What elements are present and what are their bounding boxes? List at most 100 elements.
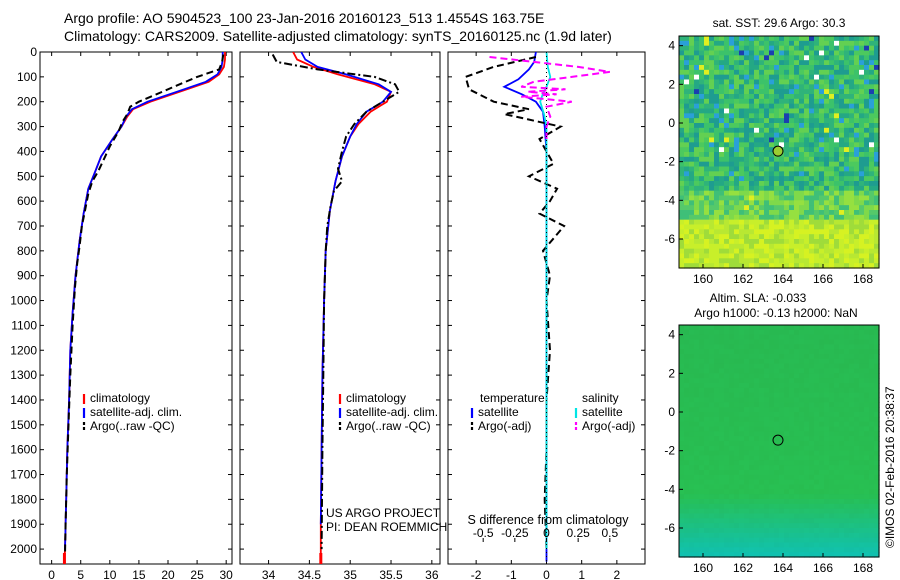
sla-map-cell xyxy=(739,373,745,379)
sst-map-cell xyxy=(744,239,750,245)
sla-map-cell xyxy=(729,523,735,529)
sla-map-cell xyxy=(759,416,765,423)
sla-map-cell xyxy=(794,397,800,403)
sst-map-cell xyxy=(699,258,705,264)
sst-map-cell xyxy=(749,171,755,177)
sst-map-cell xyxy=(829,166,835,172)
sst-map-cell xyxy=(699,229,705,235)
sla-map-cell xyxy=(684,445,690,452)
sla-map-cell xyxy=(724,392,730,399)
sst-map-cell xyxy=(759,166,765,172)
sst-map-cell xyxy=(844,258,850,264)
temperature-profile-xtick-label: 10 xyxy=(103,568,117,580)
sla-map-cell xyxy=(684,513,690,519)
sst-map-cell xyxy=(689,253,695,259)
sla-map-cell xyxy=(684,460,690,466)
sst-map-cell xyxy=(759,185,765,192)
sla-map-cell xyxy=(819,349,825,355)
sla-map-cell xyxy=(689,407,695,413)
sst-map-cell xyxy=(824,263,830,269)
sla-map-cell xyxy=(849,528,855,534)
sla-map-cell xyxy=(719,383,725,389)
sla-map-cell xyxy=(679,450,685,457)
sst-map-cell xyxy=(824,60,830,66)
sla-map-cell xyxy=(714,383,720,389)
sla-map-cell xyxy=(759,354,765,360)
sst-map-cell xyxy=(714,79,720,85)
sla-map-cell xyxy=(874,542,880,548)
sla-map-cell xyxy=(864,532,870,539)
sla-map-ytick-label: 2 xyxy=(668,366,675,380)
sla-map-cell xyxy=(784,431,790,437)
sla-map-cell xyxy=(799,499,805,505)
sst-map-cell xyxy=(744,79,750,85)
sla-map-cell xyxy=(744,349,750,355)
sla-map-cell xyxy=(739,397,745,403)
sla-map-cell xyxy=(804,508,810,515)
sla-map-cell xyxy=(839,518,845,524)
sst-map-cell xyxy=(764,36,770,42)
sla-map-cell xyxy=(764,416,770,423)
sla-map-cell xyxy=(849,368,855,374)
sst-map-cell xyxy=(679,60,685,66)
sst-map-cell xyxy=(744,181,750,187)
sla-map-cell xyxy=(724,368,730,374)
sst-map-cell xyxy=(794,161,800,168)
sla-map-cell xyxy=(769,378,775,384)
sla-map-cell xyxy=(849,402,855,408)
sst-map-cell xyxy=(744,69,750,76)
sst-map-cell xyxy=(714,253,720,259)
sst-map-cell xyxy=(749,166,755,172)
sla-map-cell xyxy=(764,354,770,360)
sst-map-cell xyxy=(859,248,865,255)
sst-map-cell xyxy=(839,79,845,85)
sla-map-cell xyxy=(839,421,845,428)
sst-map-cell xyxy=(764,127,770,134)
sla-map-cell xyxy=(814,484,820,490)
sst-map-cell xyxy=(849,195,855,201)
sst-map-cell xyxy=(679,156,685,163)
sst-map-cell xyxy=(784,45,790,52)
sst-map-cell xyxy=(709,60,715,66)
sst-map-cell xyxy=(734,79,740,85)
sst-map-cell xyxy=(689,161,695,168)
sst-map-cell xyxy=(799,248,805,255)
sst-map-cell xyxy=(704,185,710,192)
sla-map-cell xyxy=(714,465,720,471)
sla-map-ytick-label: -4 xyxy=(664,482,675,496)
sla-map-cell xyxy=(729,542,735,548)
sst-map-cell xyxy=(799,89,805,95)
sst-map-cell xyxy=(814,137,820,143)
sla-map-cell xyxy=(719,479,725,486)
sst-map-cell xyxy=(829,36,835,42)
sst-map-cell xyxy=(859,147,865,153)
sst-map-cell xyxy=(774,60,780,66)
sla-map-cell xyxy=(679,547,685,553)
sst-map-cell xyxy=(739,36,745,42)
sst-map-cell xyxy=(764,176,770,182)
sla-map-cell xyxy=(719,426,725,432)
sst-map-cell xyxy=(834,55,840,61)
sla-map-cell xyxy=(694,460,700,466)
sla-map-cell xyxy=(689,532,695,539)
sst-map-cell xyxy=(764,108,770,114)
sst-map-cell xyxy=(814,200,820,206)
sla-map-cell xyxy=(829,460,835,466)
sst-map-cell xyxy=(844,195,850,201)
sst-map-cell xyxy=(739,205,745,211)
sst-map-cell xyxy=(719,94,725,100)
sst-map-cell xyxy=(859,234,865,240)
sst-map-cell xyxy=(679,166,685,172)
sla-map-cell xyxy=(799,460,805,466)
sst-map-cell xyxy=(794,60,800,66)
sst-map-cell xyxy=(714,219,720,226)
sla-map-cell xyxy=(769,368,775,374)
sst-map-cell xyxy=(764,74,770,81)
sst-map-cell xyxy=(699,147,705,153)
sst-map-cell xyxy=(729,176,735,182)
sla-map-cell xyxy=(849,523,855,529)
sla-map-cell xyxy=(774,397,780,403)
sla-map-cell xyxy=(844,354,850,360)
sla-map-cell xyxy=(844,344,850,350)
sla-map-cell xyxy=(704,450,710,457)
